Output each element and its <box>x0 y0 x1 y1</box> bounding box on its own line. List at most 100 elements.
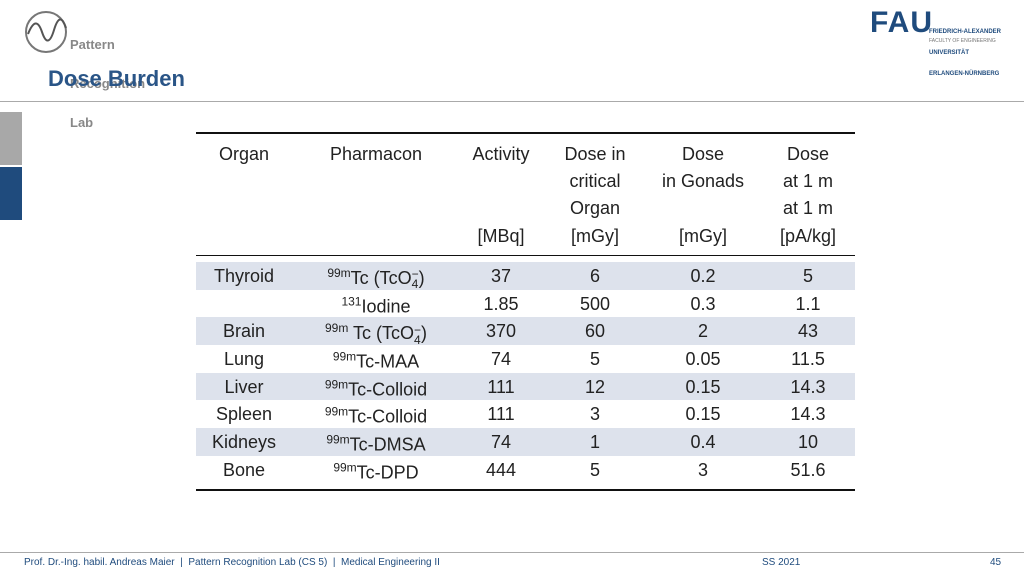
compound: Iodine <box>361 296 411 317</box>
value: 1 <box>589 432 601 453</box>
row-shade <box>196 428 855 456</box>
organ: Bone <box>222 459 266 480</box>
faculty: FACULTY OF ENGINEERING <box>929 38 996 44</box>
compound: Tc (TcO <box>350 267 412 288</box>
isotope: 99m <box>324 377 349 392</box>
compound: Tc-DMSA <box>349 434 426 455</box>
compound: Tc-Colloid <box>348 406 428 427</box>
footer-text: Prof. Dr.-Ing. habil. Andreas Maier | Pa… <box>24 557 440 568</box>
compound: Tc-Colloid <box>348 379 428 400</box>
value: 1.1 <box>795 293 821 314</box>
university-name-line: FRIEDRICH-ALEXANDER <box>929 29 1001 35</box>
value: 370 <box>485 321 517 342</box>
title-rule <box>0 101 1024 102</box>
value: 10 <box>797 432 819 453</box>
footer-rule <box>0 552 1024 553</box>
university-name-line: UNIVERSITÄT <box>929 50 970 56</box>
value: 14.3 <box>790 404 826 425</box>
compound: Tc-MAA <box>356 351 420 372</box>
value: 0.4 <box>690 432 716 453</box>
superscript: − <box>414 322 422 337</box>
value: 11.5 <box>791 348 825 369</box>
isotope: 99m <box>326 432 350 447</box>
university-name-line: ERLANGEN-NÜRNBERG <box>929 71 1000 77</box>
organ: Thyroid <box>213 265 275 286</box>
isotope: 99m <box>332 349 357 364</box>
superscript: − <box>411 266 419 281</box>
organ: Kidneys <box>211 432 277 453</box>
row-shade <box>196 262 855 290</box>
table-top-rule <box>196 132 855 134</box>
compound-tail: ) <box>418 267 425 288</box>
isotope: 99m <box>333 460 357 475</box>
row-shade <box>196 372 855 401</box>
value: 1.85 <box>483 293 519 314</box>
value: 74 <box>490 432 512 453</box>
value: 5 <box>589 459 601 480</box>
side-tab <box>0 112 22 165</box>
value: 3 <box>697 459 709 480</box>
footer-term: SS 2021 <box>762 557 801 568</box>
footer-page: 45 <box>990 557 1002 568</box>
isotope: 99m <box>327 265 351 280</box>
sub-sup: −4 <box>414 322 422 347</box>
column-header: Dose <box>786 144 830 164</box>
value: 43 <box>797 321 819 342</box>
value: 0.2 <box>690 265 716 286</box>
column-header: Organ <box>218 144 270 164</box>
pharmacon: 131Iodine <box>341 291 410 316</box>
pharmacon: 99mTc-DMSA <box>326 430 425 455</box>
fau-logo: FAU <box>870 6 933 39</box>
subscript: 4 <box>414 332 421 347</box>
value: 3 <box>589 404 601 425</box>
lab-logo-line: Lab <box>70 115 94 130</box>
value: 74 <box>490 348 512 369</box>
value: 5 <box>589 348 601 369</box>
sub-sup: −4 <box>411 266 419 291</box>
column-header: Dose <box>681 144 725 164</box>
column-unit: [pA/kg] <box>779 226 837 246</box>
isotope: 131 <box>341 294 362 309</box>
column-unit: [mGy] <box>679 226 727 246</box>
value: 5 <box>802 265 814 286</box>
side-tab-active <box>0 167 22 220</box>
organ: Lung <box>223 348 265 369</box>
value: 6 <box>589 265 601 286</box>
column-header: critical <box>569 171 621 191</box>
value: 0.15 <box>685 404 721 425</box>
pharmacon: 99mTc-DPD <box>333 457 418 482</box>
subscript: 4 <box>411 276 419 291</box>
value: 2 <box>697 321 709 342</box>
column-header: Pharmacon <box>329 144 423 164</box>
compound: Tc-DPD <box>356 462 419 483</box>
lab-logo-text: Pattern Recognition Lab <box>70 12 145 155</box>
header-rule <box>196 255 855 256</box>
compound: Tc (TcO <box>348 323 414 344</box>
column-header: at 1 m <box>782 198 834 218</box>
value: 51.6 <box>790 459 826 480</box>
slide-title: Dose Burden <box>48 66 185 91</box>
isotope: 99m <box>324 321 349 336</box>
value: 60 <box>584 321 606 342</box>
organ: Spleen <box>215 404 273 425</box>
university-name: FRIEDRICH-ALEXANDER UNIVERSITÄT ERLANGEN… <box>929 15 1001 92</box>
value: 0.05 <box>685 348 721 369</box>
value: 14.3 <box>790 376 826 397</box>
column-unit: [mGy] <box>571 226 619 246</box>
pharmacon: 99mTc-Colloid <box>325 374 427 399</box>
column-header: in Gonads <box>661 171 745 191</box>
organ: Brain <box>222 321 266 342</box>
column-header: at 1 m <box>782 171 834 191</box>
column-header: Dose in <box>564 144 626 164</box>
value: 12 <box>584 376 606 397</box>
value: 0.15 <box>685 376 721 397</box>
pharmacon: 99mTc-MAA <box>333 346 419 371</box>
value: 444 <box>485 459 517 480</box>
isotope: 99m <box>324 404 349 419</box>
lab-logo-line: Recognition <box>70 76 146 91</box>
value: 37 <box>490 265 512 286</box>
column-unit: [MBq] <box>477 226 525 246</box>
value: 111 <box>487 376 515 397</box>
row-shade <box>196 317 855 346</box>
